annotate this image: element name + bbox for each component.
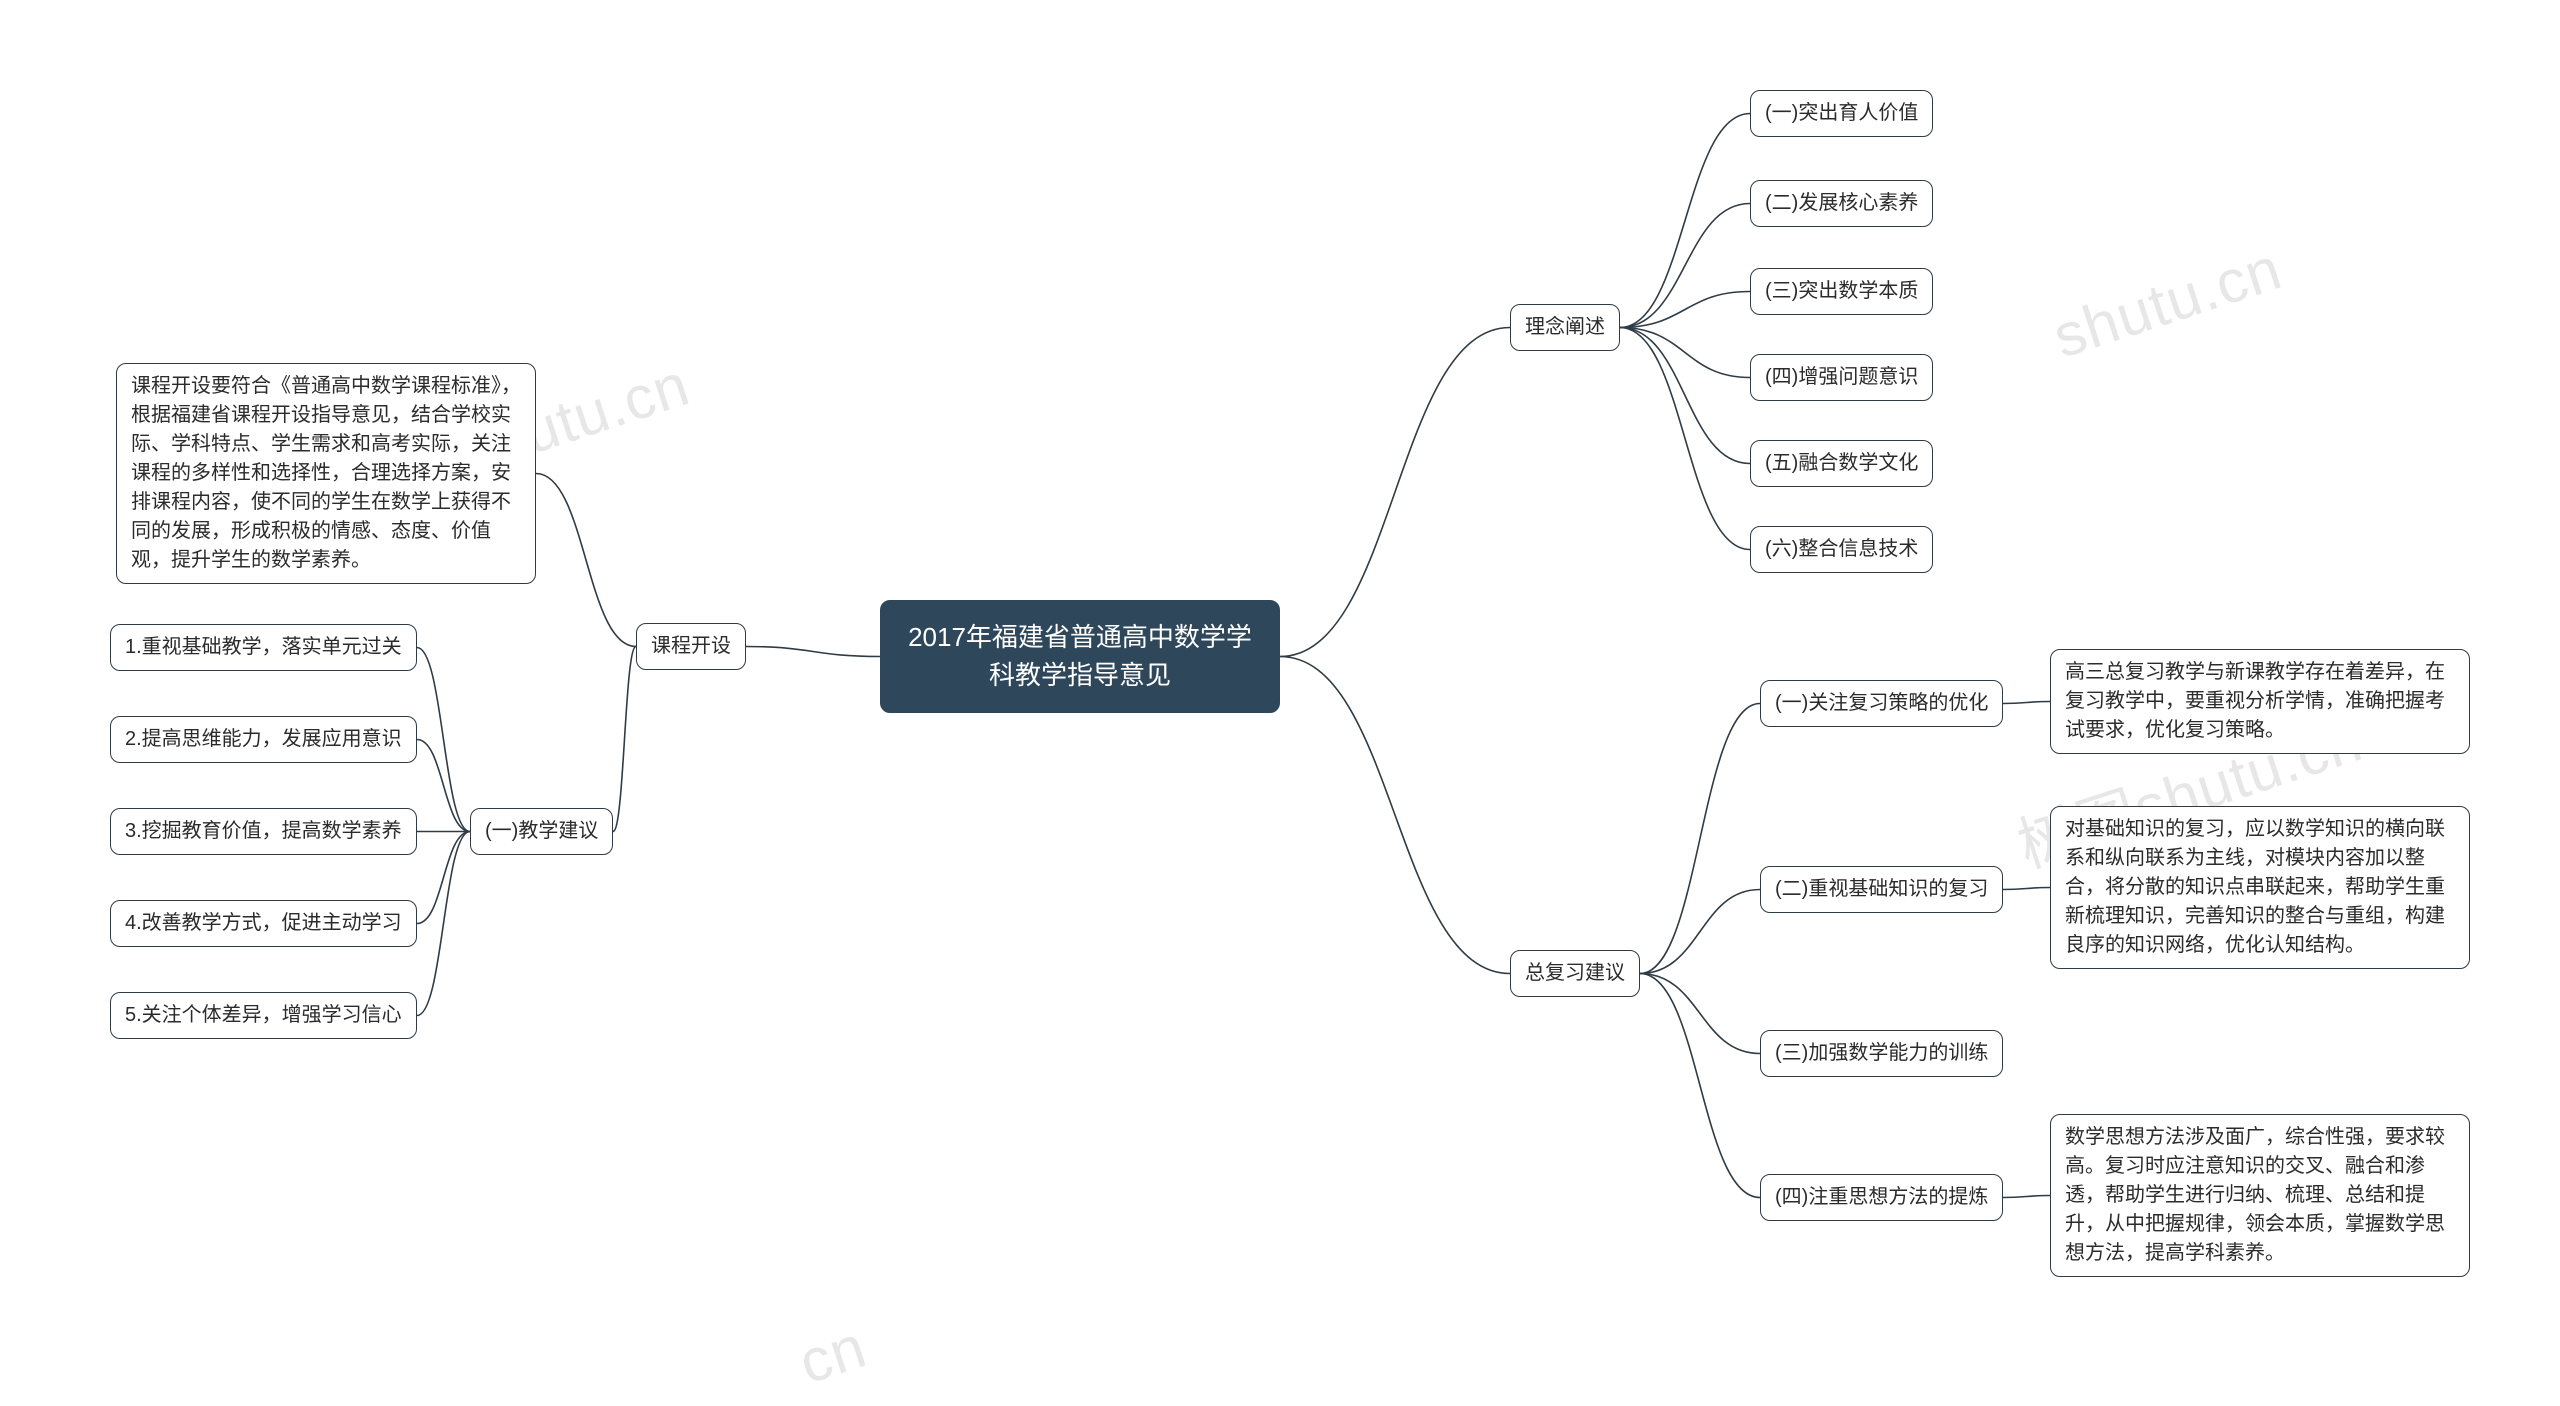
leaf-concept-6[interactable]: (六)整合信息技术 <box>1750 526 1933 573</box>
detail-review-2[interactable]: 对基础知识的复习，应以数学知识的横向联系和纵向联系为主线，对模块内容加以整合，将… <box>2050 806 2470 969</box>
leaf-review-4[interactable]: (四)注重思想方法的提炼 <box>1760 1174 2003 1221</box>
leaf-advice-3[interactable]: 3.挖掘教育价值，提高数学素养 <box>110 808 417 855</box>
branch-curriculum[interactable]: 课程开设 <box>636 623 746 670</box>
branch-teaching-advice[interactable]: (一)教学建议 <box>470 808 613 855</box>
detail-curriculum[interactable]: 课程开设要符合《普通高中数学课程标准》，根据福建省课程开设指导意见，结合学校实际… <box>116 363 536 584</box>
detail-review-4[interactable]: 数学思想方法涉及面广，综合性强，要求较高。复习时应注意知识的交叉、融合和渗透，帮… <box>2050 1114 2470 1277</box>
leaf-review-2[interactable]: (二)重视基础知识的复习 <box>1760 866 2003 913</box>
leaf-concept-4[interactable]: (四)增强问题意识 <box>1750 354 1933 401</box>
branch-concepts[interactable]: 理念阐述 <box>1510 304 1620 351</box>
leaf-review-3[interactable]: (三)加强数学能力的训练 <box>1760 1030 2003 1077</box>
watermark: shutu.cn <box>2045 233 2290 371</box>
branch-review[interactable]: 总复习建议 <box>1510 950 1640 997</box>
detail-review-1[interactable]: 高三总复习教学与新课教学存在着差异，在复习教学中，要重视分析学情，准确把握考试要… <box>2050 649 2470 754</box>
mindmap-canvas: 树图 shutu.cn shutu.cn 树图shutu.cn cn 2017年… <box>0 0 2560 1406</box>
leaf-advice-1[interactable]: 1.重视基础教学，落实单元过关 <box>110 624 417 671</box>
leaf-advice-2[interactable]: 2.提高思维能力，发展应用意识 <box>110 716 417 763</box>
leaf-advice-5[interactable]: 5.关注个体差异，增强学习信心 <box>110 992 417 1039</box>
watermark: cn <box>791 1312 874 1398</box>
leaf-advice-4[interactable]: 4.改善教学方式，促进主动学习 <box>110 900 417 947</box>
leaf-concept-3[interactable]: (三)突出数学本质 <box>1750 268 1933 315</box>
root-node[interactable]: 2017年福建省普通高中数学学科教学指导意见 <box>880 600 1280 713</box>
leaf-concept-2[interactable]: (二)发展核心素养 <box>1750 180 1933 227</box>
leaf-review-1[interactable]: (一)关注复习策略的优化 <box>1760 680 2003 727</box>
leaf-concept-1[interactable]: (一)突出育人价值 <box>1750 90 1933 137</box>
leaf-concept-5[interactable]: (五)融合数学文化 <box>1750 440 1933 487</box>
